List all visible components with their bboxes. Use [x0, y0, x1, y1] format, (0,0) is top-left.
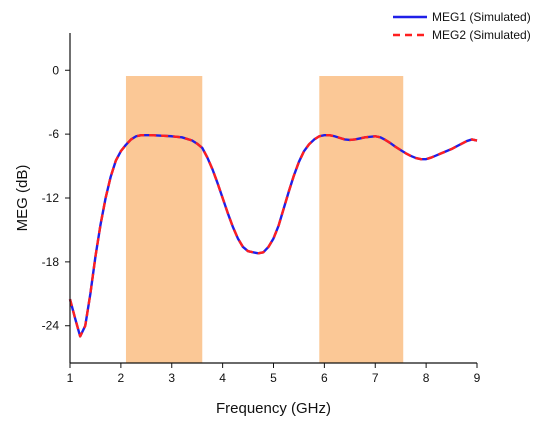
x-tick-label: 6: [321, 371, 328, 385]
y-tick-label: -6: [48, 127, 59, 141]
x-tick-label: 7: [372, 371, 379, 385]
x-tick-label: 9: [474, 371, 481, 385]
x-tick-label: 1: [67, 371, 74, 385]
x-tick-label: 5: [270, 371, 277, 385]
axes: [65, 33, 478, 368]
tick-labels: 1 2 3 4 5 6 7 8 9 0 -6 -12 -18 -24: [42, 63, 481, 385]
y-axis-title: MEG (dB): [14, 165, 31, 232]
y-tick-label: -18: [42, 255, 60, 269]
highlight-band-1: [125, 76, 203, 363]
y-tick-label: -24: [42, 319, 60, 333]
y-tick-label: 0: [52, 63, 59, 77]
series-lines: [68, 133, 478, 338]
legend-label-1: MEG1 (Simulated): [432, 10, 531, 24]
x-tick-label: 3: [168, 371, 175, 385]
highlight-bands: [125, 76, 404, 363]
x-tick-label: 8: [423, 371, 430, 385]
y-tick-label: -12: [42, 191, 60, 205]
legend: MEG1 (Simulated) MEG2 (Simulated): [393, 10, 531, 42]
x-axis-title: Frequency (GHz): [216, 400, 331, 417]
series-line-2: [68, 133, 478, 338]
legend-label-2: MEG2 (Simulated): [432, 28, 531, 42]
highlight-band-2: [319, 76, 404, 363]
x-tick-label: 4: [219, 371, 226, 385]
x-tick-label: 2: [118, 371, 125, 385]
